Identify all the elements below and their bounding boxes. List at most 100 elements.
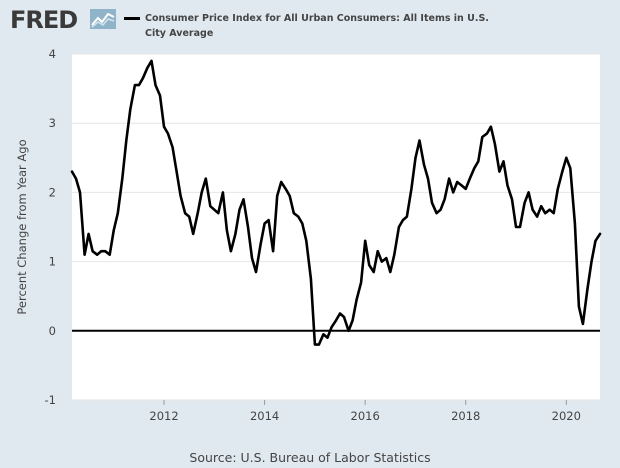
data-point [540,205,542,207]
data-point [578,306,580,308]
chart-header: FRED Consumer Price Index for All Urban … [0,0,620,46]
data-point [444,198,446,200]
data-point [314,344,316,346]
data-point [389,271,391,273]
y-tick-label: 3 [49,116,56,130]
data-point [129,108,131,110]
data-point [569,167,571,169]
data-point [326,337,329,339]
data-point [192,233,194,235]
data-point [260,243,262,245]
data-point [481,136,483,138]
data-point [197,212,199,214]
data-point [268,219,270,221]
data-point [494,143,496,145]
data-point [159,94,161,97]
data-point [532,209,534,211]
data-point [230,250,232,252]
data-point [440,209,442,211]
data-point [410,188,412,190]
data-point [234,233,236,235]
fred-logo-graph-icon [90,9,116,29]
data-point [490,126,492,128]
data-point [402,219,404,221]
data-point [553,212,555,214]
data-point [121,178,123,180]
data-point [339,312,341,315]
data-point [301,222,303,225]
fred-logo[interactable]: FRED [10,6,78,34]
x-tick-label: 2018 [451,409,480,423]
data-point [528,191,530,193]
data-point [293,212,295,214]
data-point [180,195,182,197]
data-point [431,202,433,204]
y-tick-label: 2 [49,185,56,199]
data-point [368,264,370,266]
data-point [150,60,153,62]
data-point [452,191,454,193]
data-point [565,157,567,159]
data-point [322,333,324,335]
data-point [276,195,278,197]
data-point [310,278,312,280]
data-point [469,178,471,180]
data-point [398,226,400,228]
data-point [414,157,417,159]
data-point [222,191,224,193]
data-point [134,84,136,86]
x-axis-ticks: 2012 2014 2016 2018 2020 [149,400,581,423]
data-point [582,323,584,325]
x-tick-label: 2012 [149,409,178,423]
data-point [498,171,500,173]
y-tick-label: 4 [49,47,56,61]
y-tick-label: 1 [49,255,56,269]
data-point [356,299,358,301]
data-point [188,216,190,218]
y-tick-label: -1 [45,393,56,407]
data-point [154,84,157,86]
data-point [104,250,106,252]
data-point [176,171,178,173]
data-point [289,195,291,197]
series-layer [70,59,602,346]
y-axis-ticks: -1 0 1 2 3 4 [45,47,56,407]
data-point [109,254,111,256]
data-point [594,240,597,242]
data-point [544,212,546,214]
data-point [486,133,488,135]
data-point [477,160,479,162]
data-point [456,181,458,183]
data-point [242,198,245,200]
data-point [515,226,517,228]
y-axis-label: Percent Change from Year Ago [15,139,29,314]
data-point [557,188,559,190]
data-point [524,202,526,204]
x-tick-label: 2020 [552,409,581,423]
data-point [75,178,77,180]
data-point [561,171,563,173]
data-point [377,250,379,252]
data-point [280,181,282,183]
data-point [100,250,102,252]
data-point [305,240,307,242]
plot-area [72,54,600,400]
data-point [373,271,375,273]
data-point [117,212,119,214]
data-point [418,139,421,142]
data-point [113,229,115,232]
source-note: Source: U.S. Bureau of Labor Statistics [189,450,431,465]
data-point [599,233,601,235]
data-point [549,209,551,211]
line-chart: -1 0 1 2 3 4 2012 2014 2016 2018 2020 Percent Cha… [15,47,602,423]
data-point [574,222,576,225]
data-point [247,226,249,228]
data-point [586,288,589,290]
data-point [465,188,467,190]
data-point [590,261,593,263]
data-point [536,216,538,218]
data-point [205,178,207,180]
data-point [251,257,253,259]
data-point [71,171,73,173]
data-point [79,191,81,193]
